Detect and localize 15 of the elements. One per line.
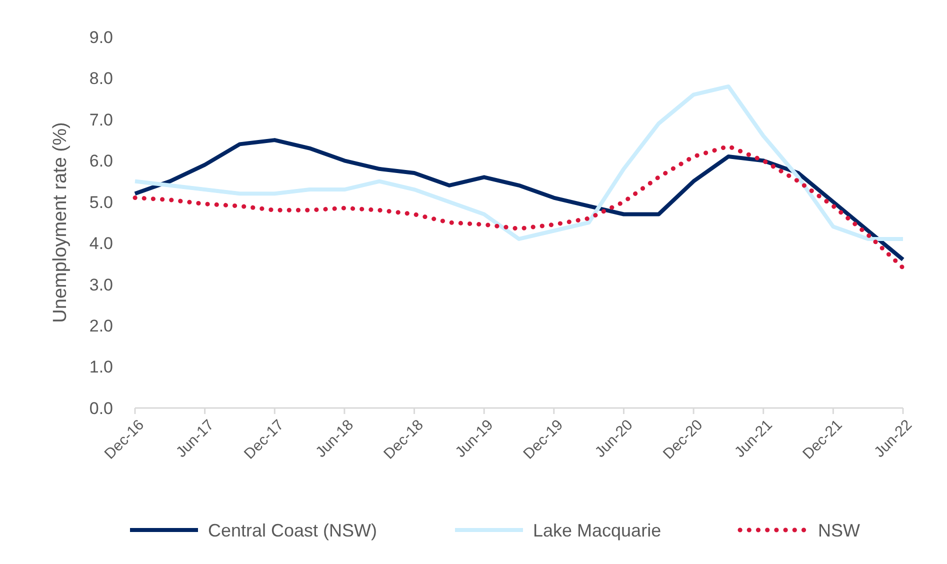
y-tick-label: 2.0 [89,316,113,336]
y-tick-label: 3.0 [89,275,113,294]
y-tick-label: 9.0 [89,28,113,47]
y-tick-label: 1.0 [89,358,113,377]
y-tick-label: 6.0 [89,152,113,171]
y-tick-label: 4.0 [89,234,113,254]
legend-label: Central Coast (NSW) [208,520,378,540]
y-tick-label: 8.0 [89,69,113,88]
y-tick-label: 0.0 [89,398,113,418]
legend-label: NSW [818,520,860,540]
line-series [133,84,905,241]
y-axis-title: Unemployment rate (%) [50,122,71,323]
y-tick-label: 5.0 [89,192,113,212]
legend-label: Lake Macquarie [533,520,662,540]
y-tick-label: 7.0 [89,110,113,130]
